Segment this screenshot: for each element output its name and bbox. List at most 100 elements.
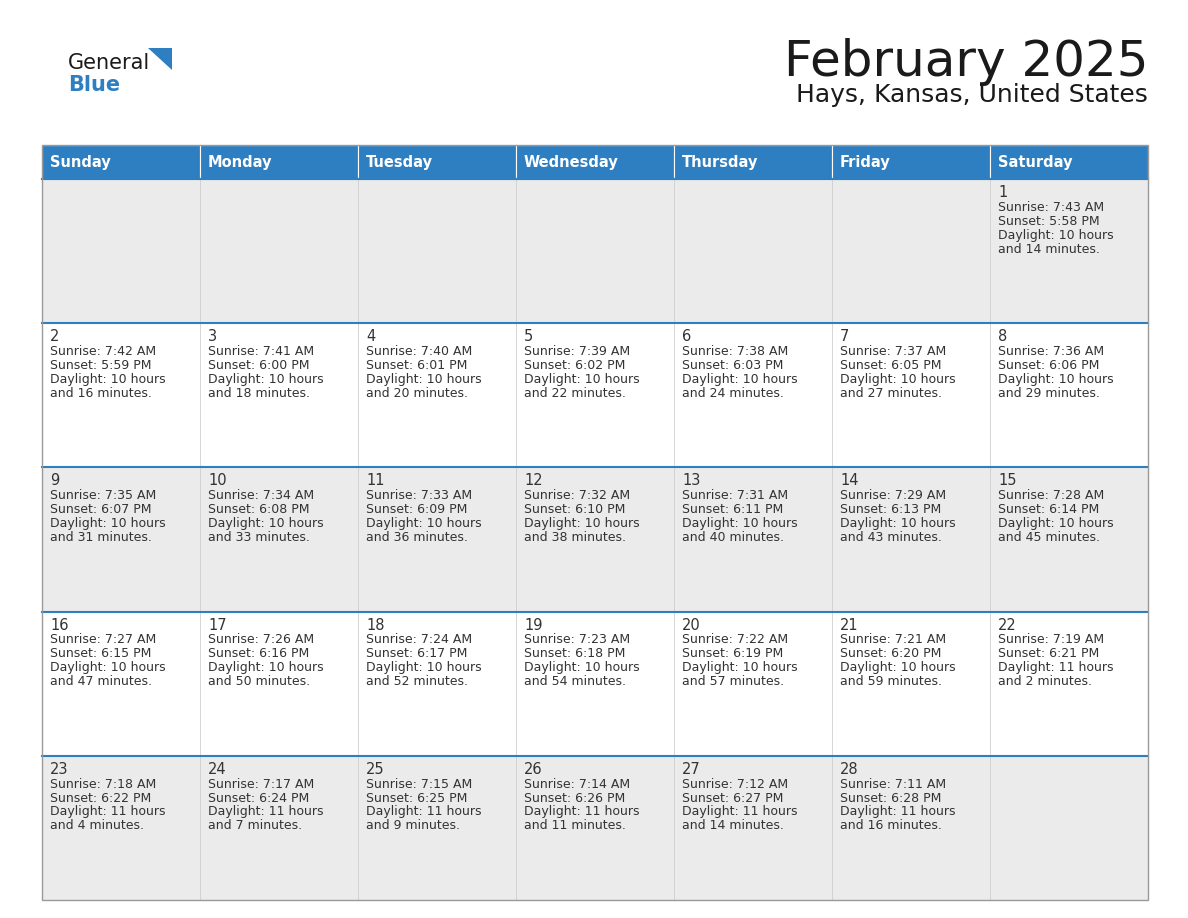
- Bar: [832, 756, 990, 900]
- Bar: [832, 145, 990, 179]
- Bar: [990, 179, 1148, 323]
- Text: Sunset: 6:26 PM: Sunset: 6:26 PM: [524, 791, 625, 804]
- Bar: [358, 756, 516, 900]
- Text: and 22 minutes.: and 22 minutes.: [524, 386, 626, 400]
- Text: Wednesday: Wednesday: [524, 154, 619, 170]
- Bar: [674, 611, 832, 756]
- Bar: [358, 179, 516, 323]
- Bar: [674, 145, 832, 179]
- Text: and 11 minutes.: and 11 minutes.: [524, 820, 626, 833]
- Text: 4: 4: [366, 330, 375, 344]
- Text: Sunset: 6:11 PM: Sunset: 6:11 PM: [682, 503, 783, 516]
- Text: Daylight: 10 hours: Daylight: 10 hours: [998, 229, 1113, 241]
- Text: Sunset: 6:27 PM: Sunset: 6:27 PM: [682, 791, 783, 804]
- Polygon shape: [148, 48, 172, 70]
- Text: Sunrise: 7:40 AM: Sunrise: 7:40 AM: [366, 345, 473, 358]
- Bar: [832, 611, 990, 756]
- Text: Sunset: 5:58 PM: Sunset: 5:58 PM: [998, 215, 1100, 228]
- Text: 6: 6: [682, 330, 691, 344]
- Text: Sunset: 6:18 PM: Sunset: 6:18 PM: [524, 647, 625, 660]
- Text: 13: 13: [682, 474, 701, 488]
- Text: and 29 minutes.: and 29 minutes.: [998, 386, 1100, 400]
- Bar: [200, 611, 358, 756]
- Text: Daylight: 11 hours: Daylight: 11 hours: [998, 661, 1113, 674]
- Text: Daylight: 10 hours: Daylight: 10 hours: [50, 517, 165, 530]
- Bar: [832, 467, 990, 611]
- Text: Daylight: 10 hours: Daylight: 10 hours: [366, 373, 481, 386]
- Text: 7: 7: [840, 330, 849, 344]
- Text: Daylight: 10 hours: Daylight: 10 hours: [682, 373, 797, 386]
- Text: 24: 24: [208, 762, 227, 777]
- Text: Sunset: 6:21 PM: Sunset: 6:21 PM: [998, 647, 1099, 660]
- Text: Sunrise: 7:37 AM: Sunrise: 7:37 AM: [840, 345, 947, 358]
- Text: Sunset: 6:24 PM: Sunset: 6:24 PM: [208, 791, 309, 804]
- Text: 9: 9: [50, 474, 59, 488]
- Text: Daylight: 11 hours: Daylight: 11 hours: [366, 805, 481, 819]
- Text: Sunset: 6:22 PM: Sunset: 6:22 PM: [50, 791, 151, 804]
- Text: 14: 14: [840, 474, 859, 488]
- Text: Daylight: 10 hours: Daylight: 10 hours: [998, 373, 1113, 386]
- Text: Blue: Blue: [68, 75, 120, 95]
- Text: and 45 minutes.: and 45 minutes.: [998, 531, 1100, 544]
- Text: and 54 minutes.: and 54 minutes.: [524, 676, 626, 688]
- Text: Sunrise: 7:36 AM: Sunrise: 7:36 AM: [998, 345, 1104, 358]
- Text: 28: 28: [840, 762, 859, 777]
- Text: 10: 10: [208, 474, 227, 488]
- Text: 25: 25: [366, 762, 385, 777]
- Bar: [674, 467, 832, 611]
- Bar: [200, 179, 358, 323]
- Text: Daylight: 11 hours: Daylight: 11 hours: [840, 805, 955, 819]
- Text: Sunset: 6:19 PM: Sunset: 6:19 PM: [682, 647, 783, 660]
- Text: 21: 21: [840, 618, 859, 633]
- Text: Daylight: 10 hours: Daylight: 10 hours: [682, 517, 797, 530]
- Text: and 59 minutes.: and 59 minutes.: [840, 676, 942, 688]
- Text: Sunrise: 7:21 AM: Sunrise: 7:21 AM: [840, 633, 946, 646]
- Text: Sunset: 6:15 PM: Sunset: 6:15 PM: [50, 647, 151, 660]
- Text: 17: 17: [208, 618, 227, 633]
- Bar: [200, 145, 358, 179]
- Text: and 7 minutes.: and 7 minutes.: [208, 820, 302, 833]
- Text: 11: 11: [366, 474, 385, 488]
- Text: Sunrise: 7:31 AM: Sunrise: 7:31 AM: [682, 489, 788, 502]
- Text: Daylight: 10 hours: Daylight: 10 hours: [524, 661, 639, 674]
- Bar: [516, 179, 674, 323]
- Text: and 57 minutes.: and 57 minutes.: [682, 676, 784, 688]
- Text: and 9 minutes.: and 9 minutes.: [366, 820, 460, 833]
- Text: Sunset: 6:10 PM: Sunset: 6:10 PM: [524, 503, 625, 516]
- Text: Sunrise: 7:15 AM: Sunrise: 7:15 AM: [366, 778, 473, 790]
- Text: Daylight: 10 hours: Daylight: 10 hours: [998, 517, 1113, 530]
- Text: Sunrise: 7:22 AM: Sunrise: 7:22 AM: [682, 633, 788, 646]
- Text: Sunrise: 7:14 AM: Sunrise: 7:14 AM: [524, 778, 630, 790]
- Text: Daylight: 11 hours: Daylight: 11 hours: [524, 805, 639, 819]
- Bar: [42, 467, 200, 611]
- Text: Daylight: 10 hours: Daylight: 10 hours: [208, 661, 323, 674]
- Text: Hays, Kansas, United States: Hays, Kansas, United States: [796, 83, 1148, 107]
- Text: February 2025: February 2025: [784, 38, 1148, 86]
- Text: Sunrise: 7:42 AM: Sunrise: 7:42 AM: [50, 345, 156, 358]
- Text: Sunset: 6:16 PM: Sunset: 6:16 PM: [208, 647, 309, 660]
- Bar: [990, 145, 1148, 179]
- Text: Daylight: 10 hours: Daylight: 10 hours: [840, 373, 955, 386]
- Bar: [674, 179, 832, 323]
- Bar: [674, 323, 832, 467]
- Text: Daylight: 10 hours: Daylight: 10 hours: [50, 373, 165, 386]
- Bar: [990, 323, 1148, 467]
- Text: and 16 minutes.: and 16 minutes.: [840, 820, 942, 833]
- Bar: [516, 145, 674, 179]
- Text: Sunset: 6:02 PM: Sunset: 6:02 PM: [524, 359, 625, 372]
- Text: 3: 3: [208, 330, 217, 344]
- Text: Sunset: 6:13 PM: Sunset: 6:13 PM: [840, 503, 941, 516]
- Text: and 20 minutes.: and 20 minutes.: [366, 386, 468, 400]
- Text: 20: 20: [682, 618, 701, 633]
- Text: Sunset: 6:20 PM: Sunset: 6:20 PM: [840, 647, 941, 660]
- Text: 2: 2: [50, 330, 59, 344]
- Text: and 38 minutes.: and 38 minutes.: [524, 531, 626, 544]
- Bar: [200, 323, 358, 467]
- Text: Sunrise: 7:24 AM: Sunrise: 7:24 AM: [366, 633, 472, 646]
- Bar: [990, 467, 1148, 611]
- Text: Sunset: 6:01 PM: Sunset: 6:01 PM: [366, 359, 467, 372]
- Text: Sunset: 6:28 PM: Sunset: 6:28 PM: [840, 791, 941, 804]
- Bar: [516, 323, 674, 467]
- Bar: [42, 323, 200, 467]
- Text: 19: 19: [524, 618, 543, 633]
